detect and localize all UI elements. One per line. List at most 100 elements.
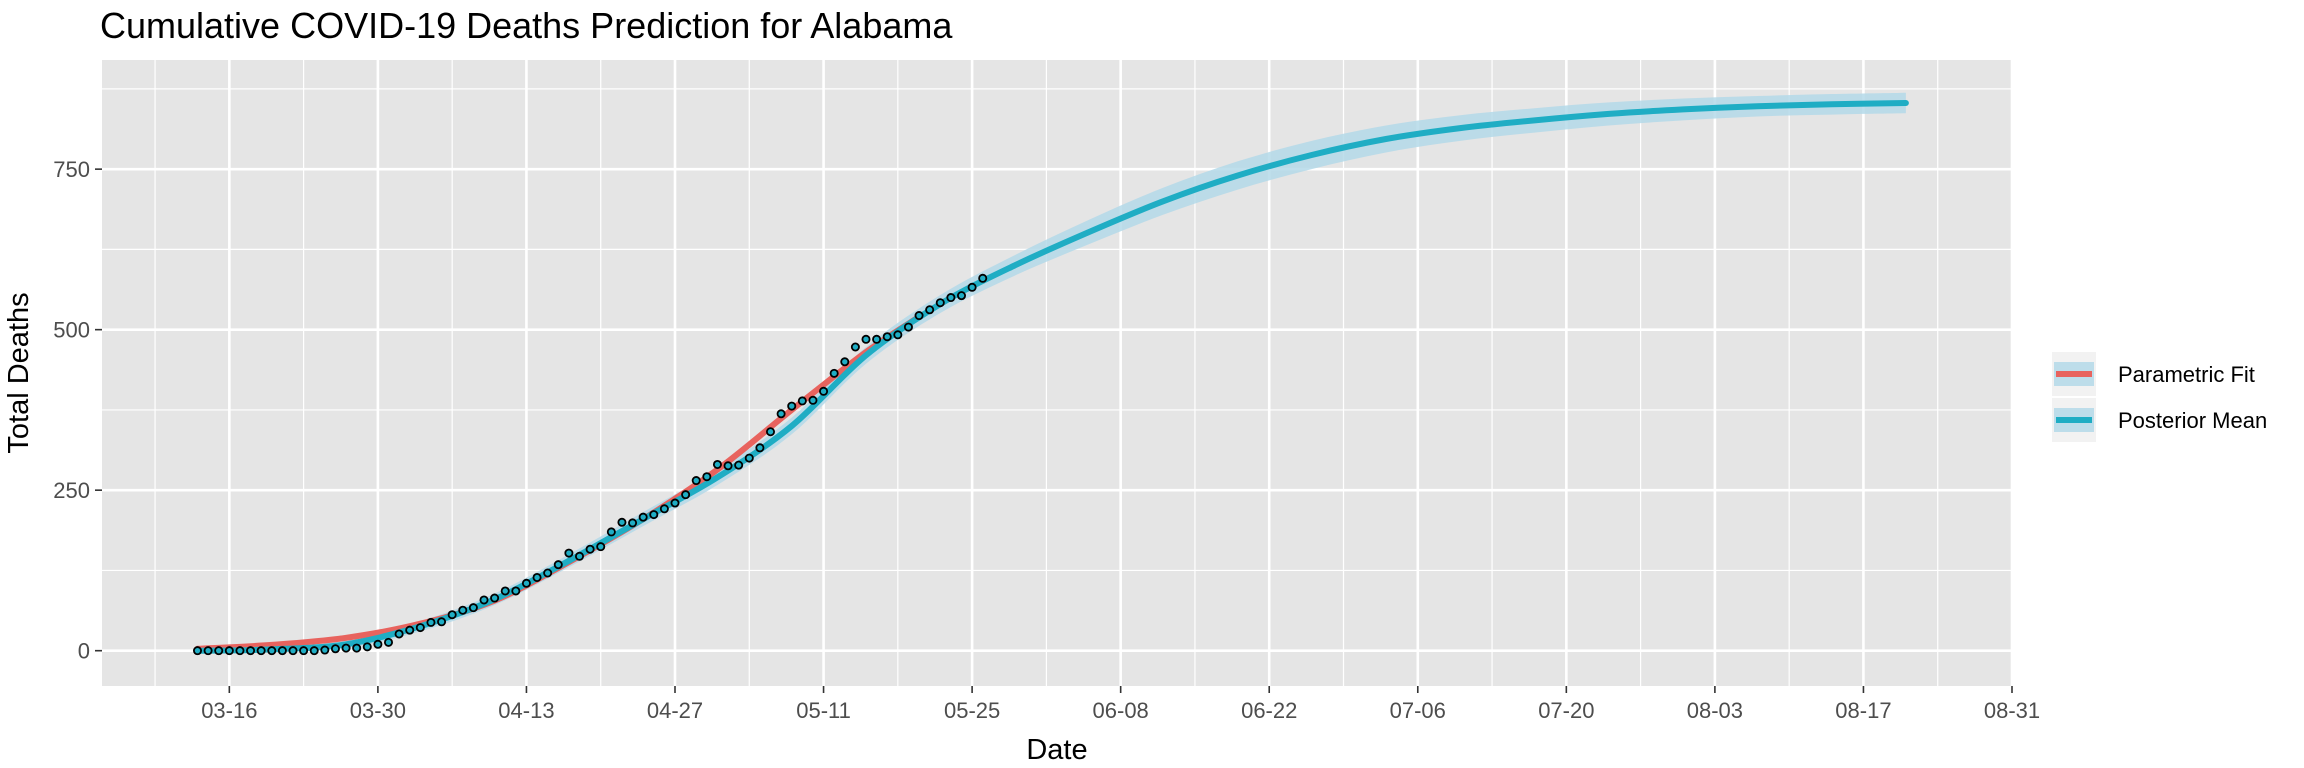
- observed-point: [511, 586, 521, 596]
- observed-point: [575, 551, 585, 561]
- x-tick-label: 08-17: [1835, 698, 1891, 723]
- observed-point: [606, 527, 616, 537]
- observed-point: [882, 332, 892, 342]
- legend-item: Parametric Fit: [2052, 352, 2255, 396]
- observed-point: [543, 568, 553, 578]
- x-tick-label: 08-31: [1984, 698, 2040, 723]
- x-tick-label: 06-08: [1093, 698, 1149, 723]
- observed-point: [702, 472, 712, 482]
- y-tick-label: 250: [53, 478, 90, 503]
- x-tick-label: 04-13: [498, 698, 554, 723]
- observed-point: [235, 646, 245, 656]
- observed-point: [500, 586, 510, 596]
- observed-point: [277, 646, 287, 656]
- x-axis: 03-16 03-30 04-13 04-27 05-11 05-25 06-08 06-22…: [201, 686, 2040, 723]
- observed-point: [479, 595, 489, 605]
- observed-point: [203, 646, 213, 656]
- y-axis: 0 250 500 750: [53, 157, 102, 664]
- legend: Parametric Fit Posterior Mean: [2052, 352, 2267, 442]
- observed-point: [957, 291, 967, 301]
- legend-label: Parametric Fit: [2118, 362, 2255, 387]
- x-tick-label: 04-27: [647, 698, 703, 723]
- x-tick-label: 05-11: [796, 698, 851, 723]
- observed-point: [829, 368, 839, 378]
- observed-point: [649, 510, 659, 520]
- observed-point: [617, 517, 627, 527]
- observed-point: [628, 518, 638, 528]
- x-tick-label: 07-06: [1390, 698, 1446, 723]
- grid-minor: [102, 60, 2012, 686]
- y-tick-label: 0: [78, 639, 90, 664]
- observed-point: [776, 409, 786, 419]
- x-tick-label: 07-20: [1538, 698, 1594, 723]
- observed-point: [797, 396, 807, 406]
- x-tick-label: 05-25: [944, 698, 1000, 723]
- observed-point: [967, 282, 977, 292]
- observed-point: [224, 646, 234, 656]
- observed-point: [437, 617, 447, 627]
- observed-point: [415, 623, 425, 633]
- grid-major: [102, 60, 2014, 686]
- observed-points: [192, 273, 988, 656]
- observed-point: [394, 629, 404, 639]
- observed-point: [320, 645, 330, 655]
- observed-point: [766, 427, 776, 437]
- observed-point: [734, 460, 744, 470]
- observed-point: [808, 395, 818, 405]
- y-tick-label: 500: [53, 318, 90, 343]
- observed-point: [596, 542, 606, 552]
- observed-point: [362, 642, 372, 652]
- observed-point: [553, 560, 563, 570]
- observed-point: [405, 625, 415, 635]
- observed-point: [192, 646, 202, 656]
- observed-point: [288, 646, 298, 656]
- observed-point: [214, 646, 224, 656]
- observed-point: [299, 646, 309, 656]
- observed-point: [564, 548, 574, 558]
- observed-point: [458, 605, 468, 615]
- observed-point: [681, 490, 691, 500]
- observed-point: [755, 443, 765, 453]
- observed-point: [585, 544, 595, 554]
- observed-point: [946, 293, 956, 303]
- x-tick-label: 08-03: [1687, 698, 1743, 723]
- observed-point: [723, 461, 733, 471]
- observed-point: [872, 334, 882, 344]
- observed-point: [893, 330, 903, 340]
- observed-point: [787, 401, 797, 411]
- legend-label: Posterior Mean: [2118, 408, 2267, 433]
- observed-point: [267, 646, 277, 656]
- observed-point: [903, 322, 913, 332]
- x-axis-title: Date: [1026, 734, 1087, 766]
- observed-point: [532, 572, 542, 582]
- legend-item: Posterior Mean: [2052, 398, 2267, 442]
- observed-point: [840, 357, 850, 367]
- observed-point: [914, 311, 924, 321]
- observed-point: [256, 646, 266, 656]
- observed-point: [383, 637, 393, 647]
- observed-point: [490, 593, 500, 603]
- x-tick-label: 06-22: [1241, 698, 1297, 723]
- plot-panel: [102, 60, 2012, 686]
- observed-point: [638, 512, 648, 522]
- observed-point: [819, 386, 829, 396]
- observed-point: [978, 273, 988, 283]
- observed-point: [352, 643, 362, 653]
- y-tick-label: 750: [53, 157, 90, 182]
- observed-point: [330, 644, 340, 654]
- observed-point: [659, 504, 669, 514]
- observed-point: [521, 578, 531, 588]
- observed-point: [468, 603, 478, 613]
- observed-point: [309, 646, 319, 656]
- observed-point: [925, 305, 935, 315]
- chart-title: Cumulative COVID-19 Deaths Prediction fo…: [100, 5, 953, 46]
- observed-point: [246, 646, 256, 656]
- observed-point: [935, 298, 945, 308]
- x-tick-label: 03-30: [350, 698, 406, 723]
- x-tick-label: 03-16: [201, 698, 257, 723]
- observed-point: [670, 498, 680, 508]
- observed-point: [744, 453, 754, 463]
- observed-point: [341, 643, 351, 653]
- y-axis-title: Total Deaths: [3, 292, 35, 453]
